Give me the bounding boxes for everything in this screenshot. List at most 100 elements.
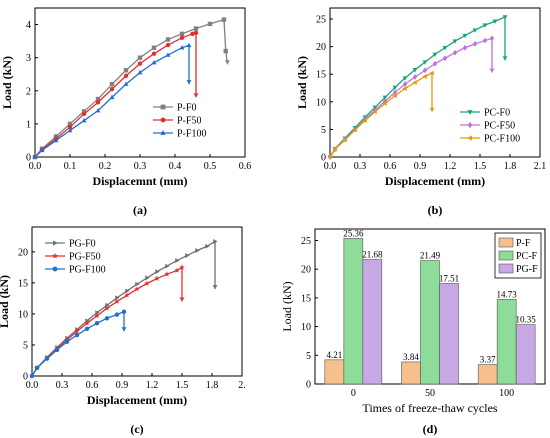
bar-value-label: 4.21	[326, 350, 342, 360]
y-tick-label: 5	[23, 340, 28, 351]
plot-frame	[329, 7, 541, 158]
x-tick-label: 2.1	[534, 161, 547, 172]
data-point	[109, 94, 115, 100]
panel-caption: (b)	[428, 203, 443, 217]
data-point	[382, 95, 388, 101]
data-point	[32, 154, 38, 159]
data-point	[115, 295, 120, 301]
data-point	[392, 89, 398, 96]
data-point	[54, 347, 60, 353]
data-point	[452, 39, 458, 44]
x-tick-label: 1.2	[444, 161, 457, 172]
series-line	[31, 310, 125, 377]
data-point	[179, 264, 185, 270]
data-point	[95, 310, 100, 316]
data-point	[95, 96, 101, 102]
legend: PG-F0 PG-F50 PG-F100	[45, 239, 106, 276]
legend-label: P-F	[516, 238, 531, 249]
data-point	[145, 275, 150, 281]
drop-arrowhead	[225, 60, 230, 65]
y-tick-label: 10	[301, 322, 311, 333]
data-point	[502, 15, 508, 20]
data-point	[482, 37, 488, 44]
legend-label: PC-F0	[484, 108, 510, 119]
legend-swatch-marker	[467, 121, 473, 129]
data-point	[190, 31, 195, 37]
drop-arrowhead	[489, 68, 495, 73]
y-tick-label: 15	[18, 278, 28, 289]
y-tick-label: 5	[321, 125, 326, 136]
legend-swatch-marker	[467, 135, 472, 141]
data-point	[422, 67, 428, 74]
data-point	[442, 45, 448, 51]
x-tick-label: 50	[425, 388, 435, 399]
data-point	[104, 305, 110, 311]
data-point	[342, 137, 347, 143]
x-axis-label: Times of freeze-thaw cycles	[362, 401, 498, 415]
data-point	[422, 60, 428, 65]
data-point	[332, 146, 337, 152]
y-tick-label: 3	[26, 53, 31, 64]
data-point	[39, 147, 45, 153]
x-tick-label: 0.6	[239, 161, 252, 172]
data-point	[442, 55, 448, 62]
data-point	[402, 81, 408, 88]
data-point	[53, 134, 59, 139]
data-point	[489, 35, 495, 42]
data-point	[452, 49, 458, 56]
series-line	[34, 44, 190, 158]
x-tick-label: 0.3	[134, 161, 147, 172]
bar-value-label: 14.73	[497, 289, 518, 299]
data-point	[84, 320, 90, 326]
y-tick-label: 5	[306, 351, 311, 362]
data-point	[135, 281, 140, 287]
data-point	[205, 243, 210, 249]
legend-label: PC-F	[516, 251, 538, 262]
plot-frame	[34, 7, 246, 158]
data-point	[95, 108, 101, 113]
x-tick-label: 0	[351, 388, 356, 399]
x-tick-label: 0.9	[116, 380, 129, 391]
x-tick-label: 2.	[238, 380, 246, 391]
x-tick-label: 1.5	[176, 380, 189, 391]
chart-a: 0.0 0.1 0.2 0.3 0.4 0.5 0.6 0 1 2 3 4 Displacemnt (m…	[0, 7, 252, 217]
legend-swatch	[498, 263, 514, 274]
y-tick-label: 1	[26, 119, 31, 130]
data-point	[137, 55, 143, 60]
data-point	[402, 76, 408, 81]
data-point	[85, 318, 90, 324]
data-point	[81, 117, 87, 123]
drop-arrowhead	[186, 80, 192, 85]
data-point	[109, 81, 115, 87]
x-axis-label: Displacement (mm)	[87, 393, 187, 407]
y-tick-label: 25	[316, 15, 326, 26]
series-PC-F0	[327, 15, 508, 160]
plot-frame	[31, 226, 243, 377]
data-point	[165, 52, 171, 57]
data-point	[422, 74, 427, 79]
legend-label: PC-F100	[484, 134, 520, 145]
series-PG-F0	[30, 238, 218, 379]
chart-c: 0.0 0.3 0.6 0.9 1.2 1.5 1.8 2. 0 5 10 15 20 Displacem…	[0, 226, 246, 436]
legend-swatch-marker	[52, 252, 58, 259]
data-point	[382, 101, 387, 106]
data-point	[412, 80, 417, 85]
bar-PG-F	[439, 283, 459, 385]
panel-caption: (a)	[133, 203, 147, 217]
drop-arrowhead	[121, 327, 127, 332]
data-point	[151, 45, 157, 50]
data-point	[412, 74, 418, 80]
data-point	[137, 61, 143, 66]
x-tick-label: 1.8	[504, 161, 517, 172]
legend-label: P-F100	[177, 129, 206, 140]
data-point	[223, 48, 228, 54]
series-P-F100	[32, 42, 192, 159]
y-tick-label: 0	[23, 372, 28, 383]
legend: P-F PC-F PG-F	[494, 232, 542, 279]
data-point	[64, 339, 70, 345]
data-point	[429, 70, 434, 76]
x-tick-label: 1.2	[146, 380, 159, 391]
y-tick-label: 20	[316, 42, 326, 53]
drop-arrowhead	[193, 93, 199, 98]
bar-P-F	[477, 364, 498, 385]
